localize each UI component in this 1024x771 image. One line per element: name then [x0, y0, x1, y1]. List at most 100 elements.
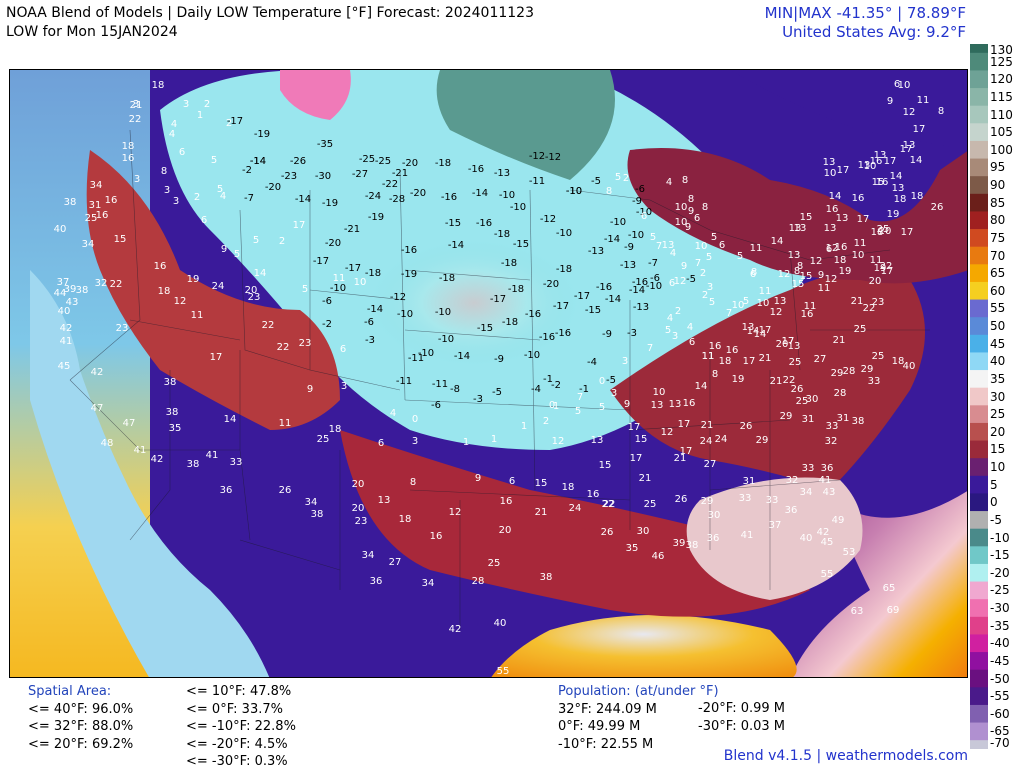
- map-point-value: 43: [823, 487, 836, 498]
- map-point-value: -21: [344, 224, 360, 235]
- map-point-value: -20: [543, 279, 559, 290]
- colorbar-swatch: [970, 528, 988, 548]
- map-point-value: 17: [680, 446, 693, 457]
- map-point-value: 14: [829, 191, 842, 202]
- colorbar-tick-label: 65: [990, 266, 1006, 281]
- map-point-value: -16: [401, 245, 417, 256]
- map-point-value: 13: [789, 223, 802, 234]
- map-point-value: -9: [624, 242, 634, 253]
- colorbar-swatch: [970, 70, 988, 90]
- map-point-value: -24: [365, 191, 381, 202]
- map-point-value: 17: [630, 453, 643, 464]
- map-point-value: -15: [445, 218, 461, 229]
- colorbar-labels: 130 125 120 115 110 105 100 95 90 85 80 75 70 65 60 55 5…: [990, 44, 1024, 749]
- map-point-value: -21: [392, 168, 408, 179]
- colorbar-tick-label: 25: [990, 407, 1006, 422]
- map-point-value: -18: [508, 284, 524, 295]
- colorbar: [970, 44, 988, 749]
- map-point-value: 16: [430, 531, 443, 542]
- map-point-value: 13: [669, 399, 682, 410]
- map-point-value: 1: [197, 110, 203, 121]
- map-point-value: 38: [187, 459, 200, 470]
- minmax-readout: MIN|MAX -41.35° | 78.89°F: [764, 4, 966, 22]
- population-heading: Population: (at/under °F): [558, 684, 719, 699]
- map-point-value: 18: [894, 194, 907, 205]
- colorbar-swatch: [970, 581, 988, 601]
- map-point-value: -14: [605, 294, 621, 305]
- spatial-area-stat: <= -20°F: 4.5%: [186, 736, 288, 752]
- map-point-value: 10: [732, 300, 745, 311]
- map-point-value: -13: [633, 302, 649, 313]
- colorbar-swatch: [970, 493, 988, 513]
- title-line-1: NOAA Blend of Models | Daily LOW Tempera…: [6, 5, 534, 21]
- map-point-value: 10: [898, 80, 911, 91]
- map-point-value: 6: [894, 79, 900, 90]
- map-point-value: 5: [650, 232, 656, 243]
- map-point-value: 16: [500, 496, 513, 507]
- map-point-value: 38: [164, 377, 177, 388]
- colorbar-swatch: [970, 229, 988, 248]
- map-point-value: 36: [220, 485, 233, 496]
- map-point-value: -25: [359, 154, 375, 165]
- map-point-value: 5: [615, 172, 621, 183]
- map-point-value: 12: [174, 296, 187, 307]
- map-point-value: -17: [553, 301, 569, 312]
- colorbar-tick-label: -65: [990, 724, 1010, 739]
- map-point-value: 10: [675, 217, 688, 228]
- map-point-value: 23: [299, 338, 312, 349]
- map-point-value: 18: [892, 356, 905, 367]
- map-point-value: -7: [244, 193, 254, 204]
- map-point-value: 38: [540, 572, 553, 583]
- map-point-value: 20: [352, 479, 365, 490]
- map-point-value: 17: [628, 422, 641, 433]
- map-point-value: 9: [681, 261, 687, 272]
- map-point-value: 65: [883, 583, 896, 594]
- map-point-value: 27: [704, 459, 717, 470]
- colorbar-swatch: [970, 176, 988, 195]
- northeast-canada-area: [730, 70, 967, 150]
- colorbar-swatch: [970, 52, 988, 72]
- map-point-value: -4: [531, 384, 541, 395]
- map-point-value: 28: [472, 576, 485, 587]
- map-point-value: 30: [708, 510, 721, 521]
- map-point-value: 49: [832, 515, 845, 526]
- temperature-map[interactable]: -35 -26 -25 -25 -30 -27 -21 -20 -18 -16 -13 -12 -12-…: [9, 69, 968, 678]
- map-point-value: 18: [911, 191, 924, 202]
- colorbar-tick-label: 105: [990, 125, 1013, 140]
- map-point-value: 6: [719, 240, 725, 251]
- map-point-value: 41: [206, 450, 219, 461]
- map-point-value: 11: [870, 255, 883, 266]
- map-point-value: 8: [797, 261, 803, 272]
- colorbar-swatch: [970, 599, 988, 618]
- colorbar-tick-label: -20: [990, 565, 1010, 580]
- credit-link[interactable]: Blend v4.1.5 | weathermodels.com: [723, 748, 968, 764]
- map-point-value: 6: [201, 215, 207, 226]
- map-point-value: -15: [477, 323, 493, 334]
- colorbar-swatch: [970, 193, 988, 213]
- map-point-value: 17: [782, 336, 795, 347]
- cold-core-region: [330, 240, 630, 420]
- map-point-value: 31: [802, 414, 815, 425]
- colorbar-swatch: [970, 546, 988, 565]
- map-point-value: 29: [780, 411, 793, 422]
- map-point-value: 19: [732, 374, 745, 385]
- map-point-value: 33: [868, 376, 881, 387]
- map-point-value: 18: [122, 141, 135, 152]
- map-point-value: -18: [365, 268, 381, 279]
- map-point-value: -16: [596, 282, 612, 293]
- map-point-value: 18: [871, 227, 884, 238]
- map-point-value: 32: [786, 475, 799, 486]
- map-point-value: 34: [422, 578, 435, 589]
- colorbar-tick-label: 5: [990, 477, 998, 492]
- map-point-value: 13: [858, 160, 871, 171]
- colorbar-swatch: [970, 704, 988, 724]
- map-point-value: 40: [58, 306, 71, 317]
- map-point-value: 3: [341, 381, 347, 392]
- map-point-value: 16: [876, 177, 889, 188]
- map-point-value: -11: [396, 376, 412, 387]
- map-point-value: 47: [123, 418, 136, 429]
- colorbar-swatch: [970, 246, 988, 266]
- great-lakes-area: [627, 148, 967, 284]
- colorbar-tick-label: -35: [990, 618, 1010, 633]
- map-point-value: 9: [685, 222, 691, 233]
